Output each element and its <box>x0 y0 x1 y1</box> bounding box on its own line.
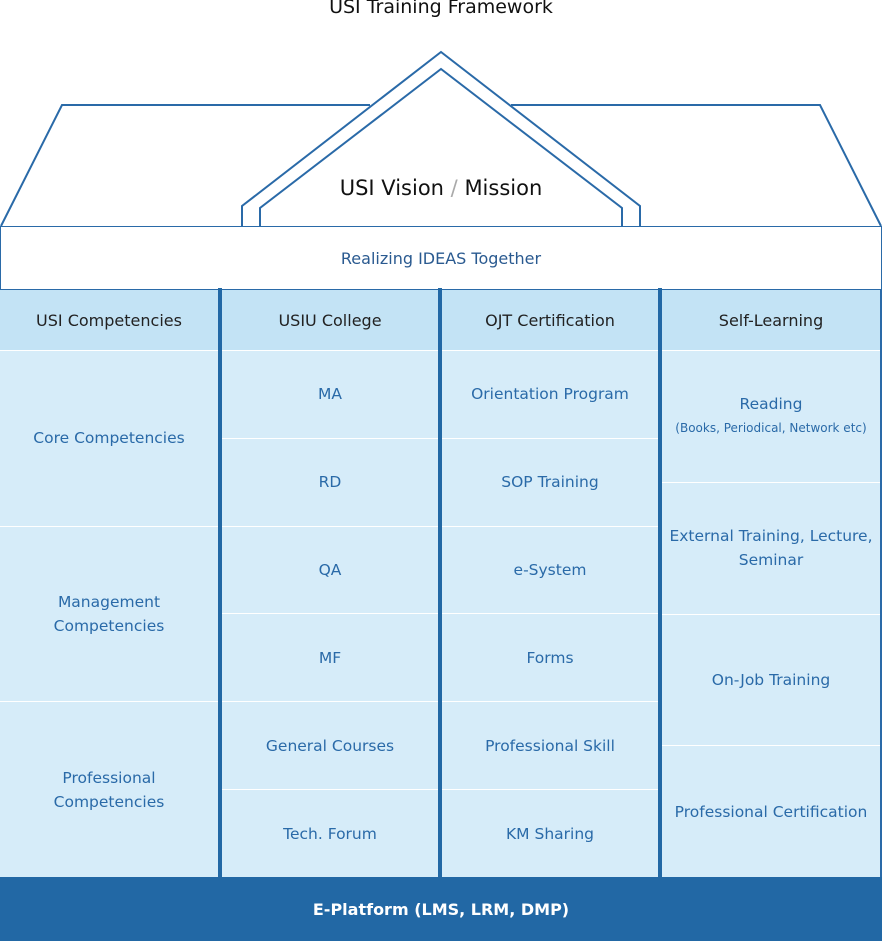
platform-footer: E-Platform (LMS, LRM, DMP) <box>0 877 882 941</box>
column-header: Self-Learning <box>662 290 880 351</box>
cell: Reading (Books, Periodical, Network etc) <box>662 351 880 483</box>
vision-mission: USI Vision / Mission <box>0 176 882 200</box>
cell-label: Reading <box>739 395 803 414</box>
cell: SOP Training <box>442 439 658 527</box>
roof-eaves-right <box>511 104 882 227</box>
gable-inner <box>259 67 623 226</box>
cell-label: Core Competencies <box>33 429 185 448</box>
cell: MF <box>222 614 438 703</box>
cell: MA <box>222 351 438 439</box>
column-header: USIU College <box>222 290 438 351</box>
cell: Forms <box>442 614 658 703</box>
column-usiu-college: USIU College MA RD QA MF General Courses… <box>222 290 438 877</box>
column-header: OJT Certification <box>442 290 658 351</box>
cell-label: Professional Competencies <box>53 768 165 811</box>
cell: Tech. Forum <box>283 824 377 843</box>
cell: e-System <box>442 527 658 615</box>
cell: External Training, Lecture, Seminar <box>662 483 880 615</box>
column-divider <box>438 288 442 878</box>
roof-eaves <box>0 104 370 227</box>
cell: Orientation Program <box>442 351 658 439</box>
cell: Professional Certification <box>674 802 868 821</box>
cell: QA <box>222 527 438 615</box>
column-self-learning: Self-Learning Reading (Books, Periodical… <box>662 290 882 877</box>
column-ojt-certification: OJT Certification Orientation Program SO… <box>442 290 658 877</box>
cell-sublabel: (Books, Periodical, Network etc) <box>675 421 867 436</box>
cell: Professional Competencies <box>0 702 218 877</box>
cell: KM Sharing <box>506 824 594 843</box>
separator: / <box>450 176 458 200</box>
cell-label: Management Competencies <box>53 593 165 635</box>
cell: Professional Skill <box>442 702 658 791</box>
cell: General Courses <box>222 702 438 791</box>
vision-label: USI Vision <box>339 176 444 200</box>
column-divider <box>218 288 222 878</box>
cell: Management Competencies <box>0 527 218 703</box>
diagram-title: USI Training Framework <box>329 0 553 18</box>
roof-outline <box>0 50 882 227</box>
cell: On-Job Training <box>662 615 880 747</box>
mission-label: Mission <box>464 176 543 200</box>
column-usi-competencies: USI Competencies Core Competencies Manag… <box>0 290 218 877</box>
slogan-band: Realizing IDEAS Together <box>0 226 882 291</box>
cell: RD <box>222 439 438 527</box>
cell: Core Competencies <box>0 351 218 527</box>
column-header: USI Competencies <box>0 290 218 351</box>
column-divider <box>658 288 662 878</box>
